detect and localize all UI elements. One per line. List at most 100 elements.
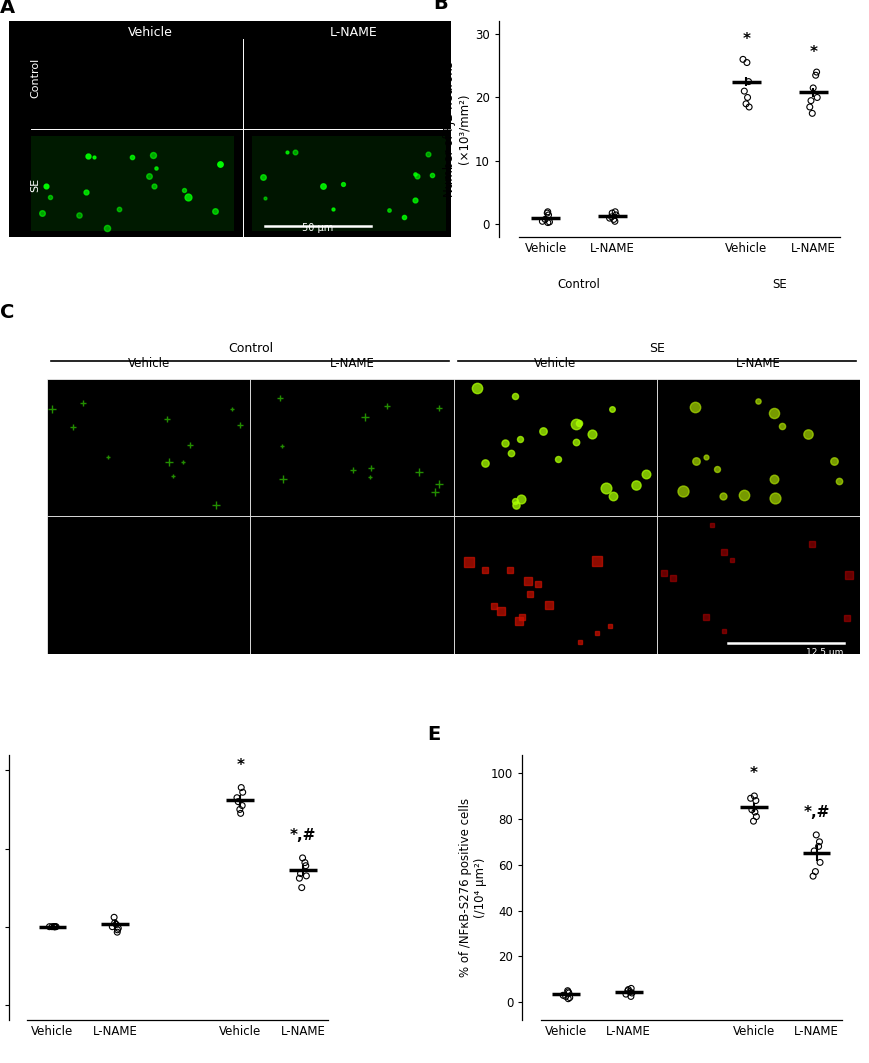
Point [50, 918, 63, 935]
Point [608, 203, 622, 220]
Point [745, 802, 759, 819]
Point [806, 867, 820, 884]
Bar [657, 517, 860, 654]
Bar [250, 379, 454, 517]
Point [746, 812, 760, 829]
Point [749, 808, 763, 825]
Point [736, 51, 750, 68]
Bar [47, 379, 250, 517]
Text: B: B [434, 0, 448, 13]
Bar [454, 379, 657, 517]
Text: Control: Control [30, 57, 40, 98]
Point [49, 918, 63, 935]
Point [607, 210, 620, 227]
Point [813, 854, 827, 871]
Point [535, 213, 549, 230]
Point [605, 204, 619, 221]
Point [541, 206, 555, 223]
Point [541, 204, 554, 221]
Text: Iba-1/NFκB-S276: Iba-1/NFκB-S276 [22, 410, 30, 486]
Point [809, 826, 823, 843]
Point [807, 843, 821, 860]
Point [107, 909, 121, 926]
Point [108, 914, 122, 931]
Point [810, 64, 824, 81]
Y-axis label: % of /NFκB-S276 positive cells
(/10⁴ μm²): % of /NFκB-S276 positive cells (/10⁴ μm²… [459, 798, 487, 977]
Point [538, 210, 552, 227]
Point [300, 867, 314, 884]
Point [561, 982, 574, 999]
Bar [250, 517, 454, 654]
Point [738, 83, 752, 100]
Point [605, 208, 619, 225]
Text: L-NAME: L-NAME [736, 357, 781, 370]
Point [48, 918, 62, 935]
Point [233, 800, 247, 817]
Point [299, 857, 313, 874]
Point [294, 865, 308, 882]
Point [812, 838, 826, 855]
Bar [47, 517, 250, 654]
Bar [252, 136, 446, 231]
Point [804, 92, 818, 109]
Text: L-NAME: L-NAME [329, 357, 375, 370]
Text: E: E [428, 725, 441, 744]
Point [624, 980, 638, 997]
Point [110, 922, 124, 939]
Point [623, 983, 637, 1000]
Point [541, 214, 554, 231]
Point [47, 918, 61, 935]
Point [230, 789, 244, 806]
Text: Vehicle: Vehicle [534, 357, 576, 370]
Point [235, 797, 249, 814]
Text: *: * [750, 766, 758, 781]
Text: SE: SE [30, 179, 40, 192]
Point [749, 792, 763, 809]
Point [235, 779, 249, 796]
Point [809, 67, 823, 84]
Text: *: * [809, 46, 818, 61]
Text: 12.5 μm: 12.5 μm [806, 648, 843, 657]
Text: NFκB-S276: NFκB-S276 [22, 560, 30, 610]
Point [556, 986, 570, 1003]
Point [231, 793, 245, 810]
Text: A: A [0, 0, 15, 17]
Text: 50 μm: 50 μm [302, 223, 334, 233]
Point [609, 206, 623, 223]
Text: *,#: *,# [289, 828, 316, 843]
Point [621, 981, 635, 998]
Point [624, 988, 638, 1005]
Point [619, 985, 633, 1002]
Point [105, 918, 119, 935]
Text: *,#: *,# [803, 806, 830, 821]
Point [45, 918, 59, 935]
Point [740, 96, 753, 113]
Point [625, 984, 639, 1001]
Text: Vehicle: Vehicle [128, 357, 169, 370]
Text: C: C [0, 303, 15, 322]
Point [740, 54, 754, 71]
Point [744, 790, 758, 807]
Point [561, 983, 575, 1000]
Point [110, 924, 124, 941]
Point [741, 73, 755, 90]
Point [295, 849, 309, 866]
Point [740, 89, 754, 106]
Point [235, 783, 249, 800]
Text: L-NAME: L-NAME [329, 26, 377, 38]
Text: Vehicle: Vehicle [128, 26, 173, 38]
Point [813, 833, 826, 850]
Y-axis label: Number of FJB neurons
(×10³/mm²): Number of FJB neurons (×10³/mm²) [442, 62, 471, 197]
Point [608, 213, 622, 230]
Bar [454, 517, 657, 654]
Bar [30, 136, 234, 231]
Point [48, 918, 62, 935]
Point [562, 984, 576, 1001]
Point [563, 989, 577, 1006]
Point [111, 919, 125, 937]
Text: SE: SE [649, 342, 665, 355]
Point [602, 209, 616, 226]
Point [293, 870, 307, 887]
Point [234, 805, 248, 822]
Point [43, 918, 56, 935]
